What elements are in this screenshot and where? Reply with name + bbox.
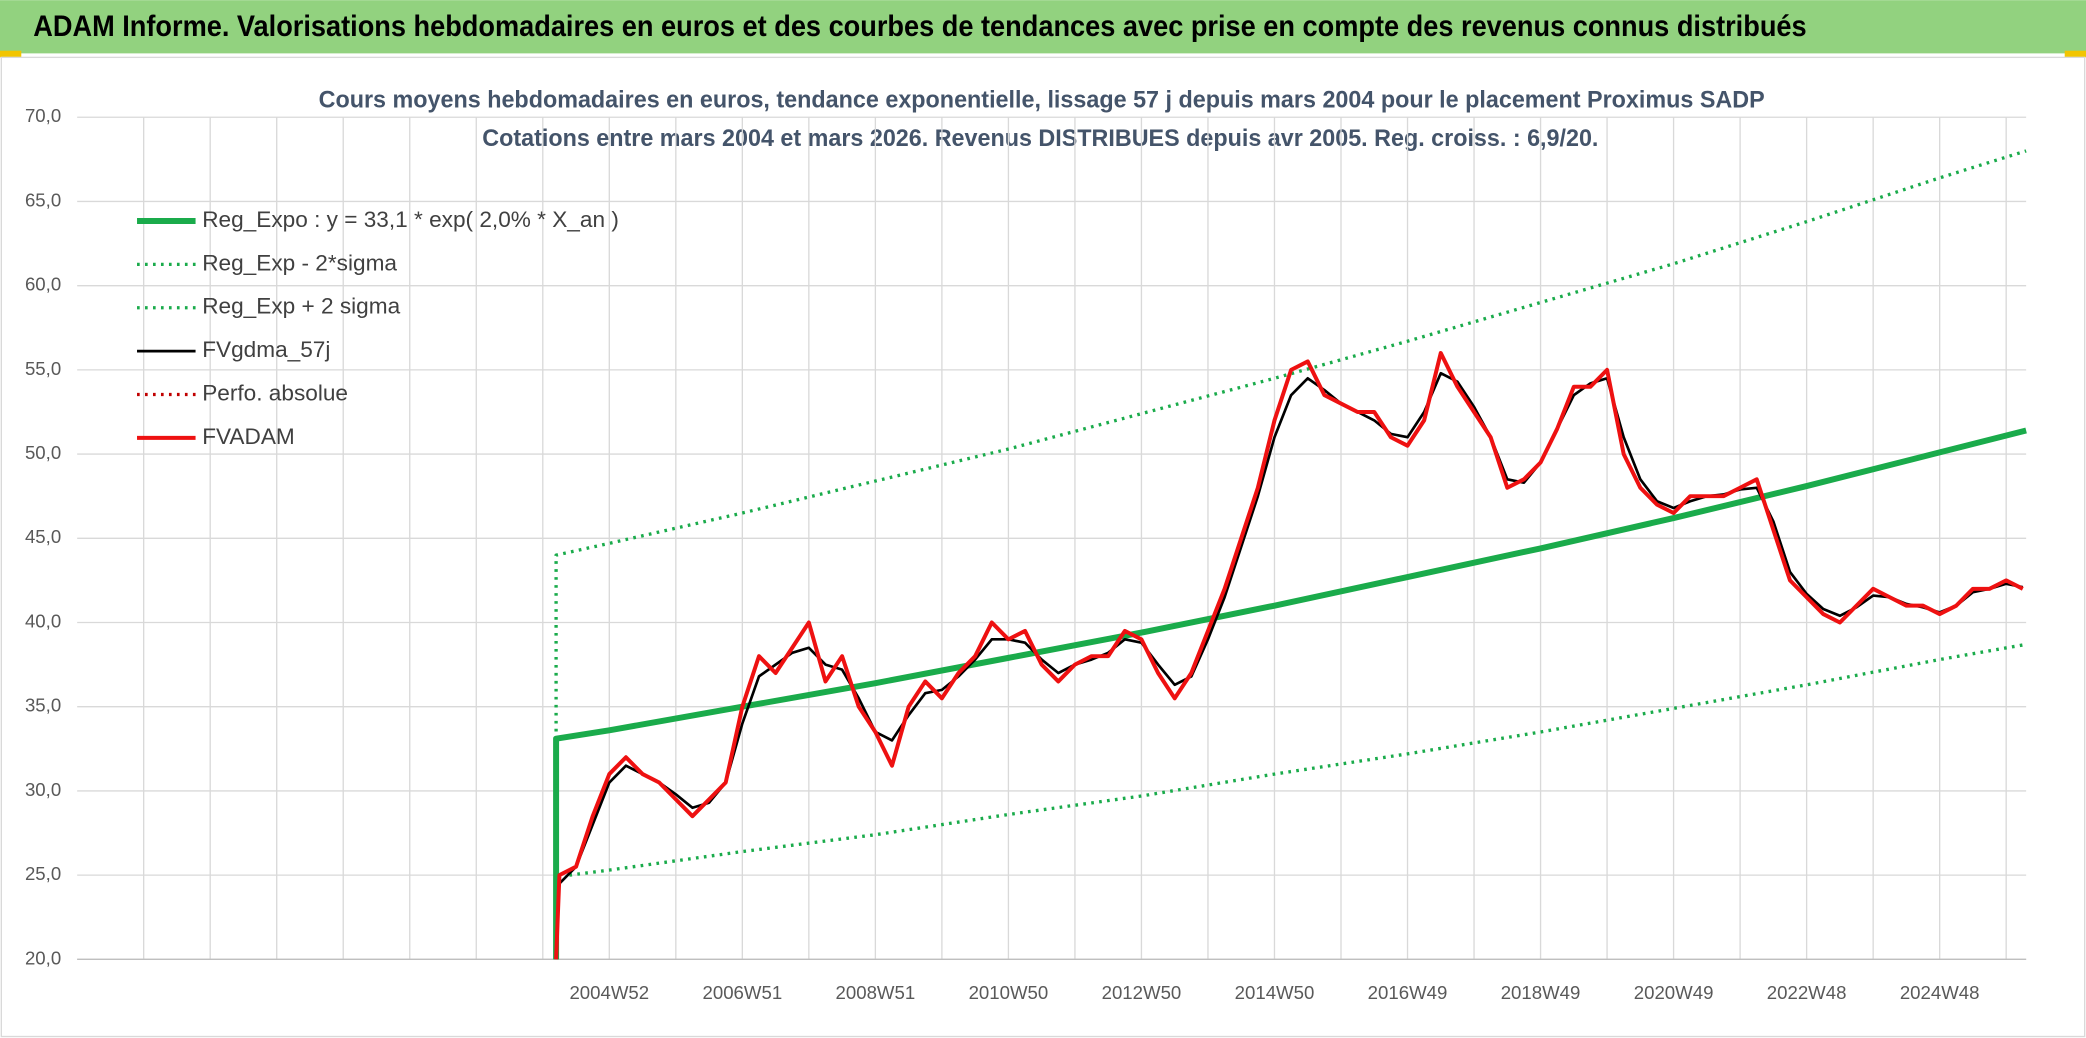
x-tick-label: 2012W50 [1102, 982, 1182, 1003]
x-tick-label: 2008W51 [836, 982, 916, 1003]
legend-label: FVgdma_57j [202, 337, 330, 362]
series-line [553, 427, 2027, 960]
chart-frame [0, 56, 2086, 1038]
corner [2064, 50, 2086, 58]
y-tick-label: 55,0 [25, 358, 61, 379]
legend-label: Perfo. absolue [202, 380, 348, 405]
y-tick-label: 60,0 [25, 274, 61, 295]
legend-label: Reg_Exp - 2*sigma [202, 250, 397, 275]
y-tick-label: 50,0 [25, 442, 61, 463]
series-line [569, 642, 2027, 877]
x-tick-label: 2022W48 [1767, 982, 1847, 1003]
header-title: ADAM Informe. Valorisations hebdomadaire… [33, 11, 1806, 43]
y-tick-label: 65,0 [25, 189, 61, 210]
y-tick-label: 40,0 [25, 610, 61, 631]
x-tick-label: 2024W48 [1900, 982, 1980, 1003]
x-tick-label: 2006W51 [703, 982, 783, 1003]
x-tick-label: 2016W49 [1368, 982, 1448, 1003]
y-tick-label: 30,0 [25, 779, 61, 800]
legend-label: FVADAM [202, 424, 295, 449]
x-tick-label: 2018W49 [1501, 982, 1581, 1003]
y-tick-label: 35,0 [25, 695, 61, 716]
series-line [554, 149, 2027, 876]
legend-label: Reg_Expo : y = 33,1 * exp( 2,0% * X_an ) [202, 207, 619, 232]
x-tick-label: 2004W52 [569, 982, 649, 1003]
series-line [558, 371, 2024, 885]
corner [0, 50, 22, 58]
series-line [554, 351, 2024, 960]
y-tick-label: 70,0 [25, 105, 61, 126]
chart-subtitle: Cotations entre mars 2004 et mars 2026. … [482, 125, 1598, 152]
header-bar [0, 0, 2086, 54]
y-tick-label: 20,0 [25, 947, 61, 968]
y-tick-label: 25,0 [25, 863, 61, 884]
chart-title: Cours moyens hebdomadaires en euros, ten… [319, 87, 1765, 114]
y-tick-label: 45,0 [25, 526, 61, 547]
x-tick-label: 2020W49 [1634, 982, 1714, 1003]
x-tick-label: 2014W50 [1235, 982, 1315, 1003]
x-tick-label: 2010W50 [969, 982, 1049, 1003]
legend-label: Reg_Exp + 2 sigma [202, 294, 400, 319]
